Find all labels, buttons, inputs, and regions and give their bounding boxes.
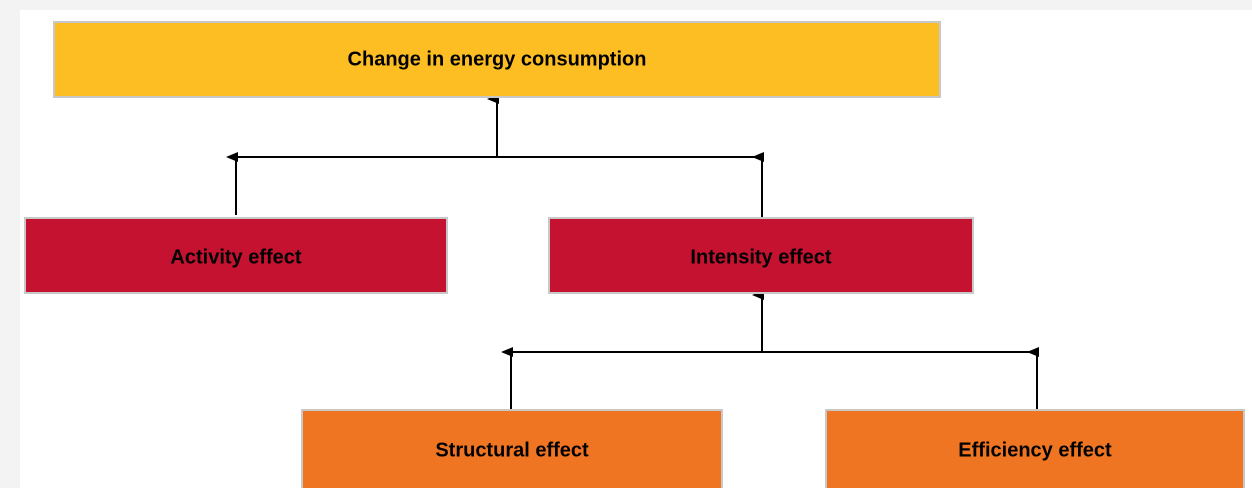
node-box [24,217,448,294]
node: Structural effect [301,409,723,488]
node-label: Activity effect [170,246,301,268]
node-label: Intensity effect [690,246,831,268]
node-label: Structural effect [435,439,589,461]
connectors [226,94,1039,410]
node-box [825,409,1245,488]
node: Activity effect [24,217,448,294]
node: Efficiency effect [825,409,1245,488]
node: Intensity effect [548,217,974,294]
node-box [548,217,974,294]
node-label: Change in energy consumption [348,48,647,70]
node-label: Efficiency effect [958,439,1112,461]
node: Change in energy consumption [53,21,941,98]
node-box [301,409,723,488]
node-box [53,21,941,98]
